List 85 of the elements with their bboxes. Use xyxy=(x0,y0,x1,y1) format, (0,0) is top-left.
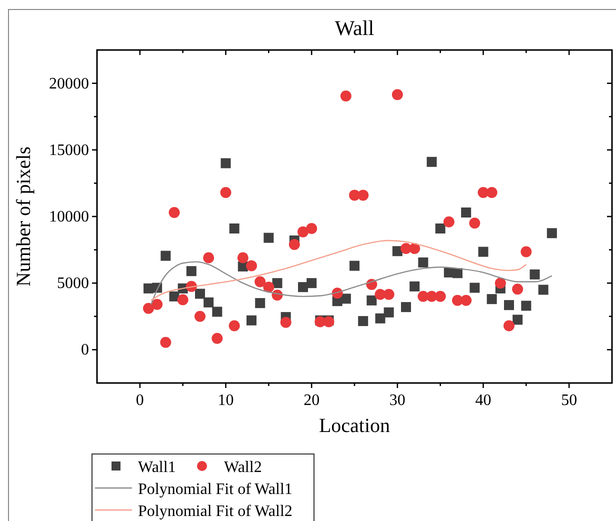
point xyxy=(434,290,446,302)
y-axis-title: Number of pixels xyxy=(13,146,35,286)
point xyxy=(306,278,317,288)
point xyxy=(410,281,420,292)
point xyxy=(177,294,188,306)
x-axis-title: Location xyxy=(318,415,390,437)
point xyxy=(228,320,240,332)
point xyxy=(350,260,360,271)
x-tick-label: 20 xyxy=(304,392,320,409)
point xyxy=(366,295,377,306)
legend-label: Polynomial Fit of Wall1 xyxy=(138,481,292,498)
point xyxy=(160,336,172,348)
point xyxy=(435,223,446,234)
point xyxy=(530,269,540,280)
point xyxy=(409,242,420,254)
x-tick-label: 10 xyxy=(218,392,234,409)
point xyxy=(392,89,403,100)
point xyxy=(546,228,557,238)
point xyxy=(504,300,514,310)
point xyxy=(460,294,472,306)
point xyxy=(255,298,266,308)
point xyxy=(486,294,497,304)
legend-label: Polynomial Fit of Wall2 xyxy=(138,503,292,520)
y-tick-label: 10000 xyxy=(49,208,89,226)
point xyxy=(306,222,318,234)
point xyxy=(195,288,205,299)
x-tick-label: 50 xyxy=(561,392,578,409)
point xyxy=(220,187,232,198)
x-tick-label: 0 xyxy=(136,392,144,409)
point xyxy=(194,310,206,322)
point xyxy=(220,158,231,168)
point xyxy=(418,257,428,268)
x-tick-label: 40 xyxy=(475,392,492,409)
point xyxy=(340,90,352,102)
point xyxy=(298,282,308,292)
point xyxy=(494,278,506,289)
point xyxy=(186,266,196,276)
point xyxy=(512,284,524,295)
point xyxy=(375,313,386,324)
point xyxy=(358,190,369,201)
point xyxy=(520,246,532,258)
y-tick-label: 15000 xyxy=(49,142,89,159)
point xyxy=(160,250,171,261)
y-tick-label: 20000 xyxy=(49,75,89,92)
legend-label: Wall1 xyxy=(138,459,176,476)
point xyxy=(384,307,394,318)
y-tick-label: 0 xyxy=(81,342,89,359)
point xyxy=(340,294,351,304)
point xyxy=(538,284,548,295)
point xyxy=(246,260,257,272)
x-tick-label: 30 xyxy=(389,392,406,409)
point xyxy=(521,300,532,311)
point xyxy=(263,282,274,293)
point xyxy=(443,216,454,228)
point xyxy=(478,246,488,257)
point xyxy=(264,232,274,243)
y-tick-label: 5000 xyxy=(57,275,89,292)
point xyxy=(254,276,266,288)
point xyxy=(272,278,282,288)
point xyxy=(504,320,514,332)
point xyxy=(203,252,214,264)
point xyxy=(452,268,462,278)
point xyxy=(470,282,480,293)
point xyxy=(401,302,411,312)
point xyxy=(486,187,498,198)
point xyxy=(280,316,292,328)
point xyxy=(152,298,163,310)
point xyxy=(288,238,300,250)
point xyxy=(212,332,223,344)
point xyxy=(461,208,472,218)
point xyxy=(168,207,180,218)
point xyxy=(426,156,437,167)
point xyxy=(512,314,523,325)
point xyxy=(204,297,214,308)
point xyxy=(358,316,368,326)
point xyxy=(212,306,222,317)
point xyxy=(469,218,480,229)
point xyxy=(229,223,240,234)
point xyxy=(237,252,248,264)
chart-title: Wall xyxy=(334,16,374,40)
point xyxy=(246,315,256,326)
point xyxy=(143,302,154,314)
point xyxy=(298,226,308,238)
point xyxy=(383,288,394,300)
legend-label: Wall2 xyxy=(224,459,262,476)
